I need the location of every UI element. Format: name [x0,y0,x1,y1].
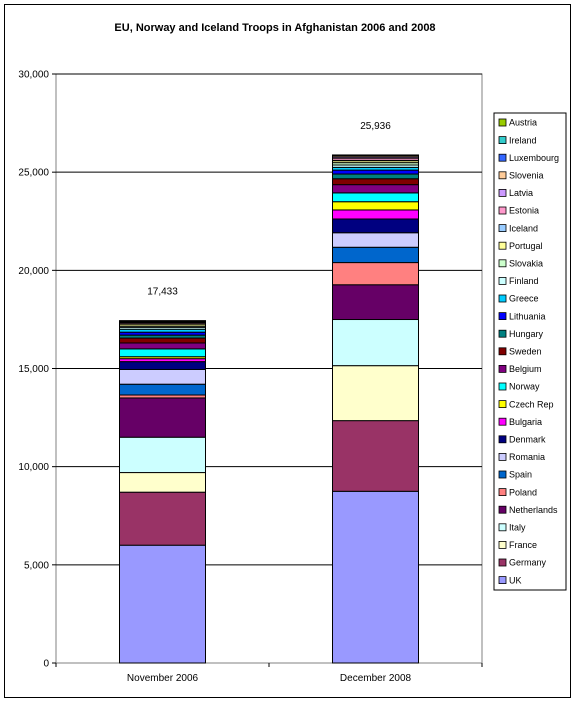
y-tick-label: 30,000 [18,70,49,81]
x-category-label: December 2008 [340,673,412,684]
bar-segment-uk [332,490,419,664]
legend-label: Latvia [509,188,533,198]
legend-label: France [509,540,537,550]
legend-label: Portugal [509,241,543,251]
legend-label: Spain [509,470,532,480]
legend-swatch [498,241,507,250]
legend-swatch [498,136,507,145]
bar-segment-bulgaria [332,209,419,220]
bar-total-label: 25,936 [360,121,391,132]
legend-label: Lithuania [509,311,546,321]
bar-segment-belgium [332,184,419,194]
legend-label: Norway [509,382,540,392]
y-tick-label: 10,000 [18,462,49,473]
bar-segment-italy [119,436,206,474]
bar-segment-hungary [332,173,419,180]
legend-swatch [498,470,507,479]
y-tick-label: 5,000 [24,560,49,571]
bar-segment-netherlands [332,284,419,321]
bar-segment-spain [332,246,419,264]
bar-segment-italy [332,319,419,367]
legend-swatch [498,329,507,338]
legend-swatch [498,312,507,321]
legend-swatch [498,558,507,567]
legend-label: Poland [509,487,537,497]
legend-swatch [498,206,507,215]
legend-swatch [498,523,507,532]
legend-swatch [498,382,507,391]
bar-segment-norway [332,192,419,203]
legend-swatch [498,188,507,197]
bars [119,154,419,664]
legend-label: Greece [509,294,539,304]
legend-swatch [498,347,507,356]
legend-label: Romania [509,452,545,462]
bar-segment-netherlands [119,397,206,438]
legend-label: Ireland [509,135,537,145]
bar-segment-czech-rep [332,201,419,211]
chart-title: EU, Norway and Iceland Troops in Afghani… [114,22,435,34]
legend-label: Finland [509,276,539,286]
bar-segment-belgium [119,342,206,350]
legend-swatch [498,224,507,233]
legend-swatch [498,505,507,514]
legend-swatch [498,171,507,180]
legend: Austria Ireland Luxembourg Slovenia Latvia Es… [498,118,559,585]
legend-label: Denmark [509,435,546,445]
y-tick-label: 15,000 [18,364,49,375]
legend-swatch [498,364,507,373]
legend-swatch [498,276,507,285]
legend-label: Bulgaria [509,417,542,427]
y-axis-ticks: 0 5,000 10,000 15,000 20,000 25,000 30,000 [18,70,483,670]
y-tick-label: 0 [43,659,49,670]
legend-swatch [498,294,507,303]
legend-label: Luxembourg [509,153,559,163]
bar-segment-poland [332,262,419,286]
legend-label: Germany [509,558,547,568]
bar-segment-germany [332,420,419,492]
legend-swatch [498,153,507,162]
y-tick-label: 20,000 [18,266,49,277]
legend-label: Czech Rep [509,399,554,409]
x-axis-categories: November 2006 December 2008 [127,673,412,684]
bar-segment-sweden [119,337,206,344]
y-tick-label: 25,000 [18,168,49,179]
bar-segment-france [332,365,419,422]
bar-segment-denmark [119,361,206,370]
legend-label: Netherlands [509,505,558,515]
bar-totals: 17,433 25,936 [147,121,391,298]
bar-segment-france [119,472,206,493]
bar-segment-spain [119,383,206,396]
legend-swatch [498,435,507,444]
legend-label: Italy [509,523,526,533]
legend-label: Estonia [509,206,539,216]
legend-label: Belgium [509,364,542,374]
legend-label: Slovenia [509,171,544,181]
bar-segment-romania [332,232,419,248]
bar-segment-sweden [332,178,419,186]
legend-swatch [498,488,507,497]
x-category-label: November 2006 [127,673,199,684]
legend-label: Austria [509,118,537,128]
legend-swatch [498,576,507,584]
legend-swatch [498,417,507,426]
legend-swatch [498,259,507,268]
legend-label: UK [509,575,522,585]
bar-segment-romania [119,368,206,385]
bar-segment-lithuania [332,169,419,175]
legend-swatch [498,118,507,127]
legend-label: Slovakia [509,259,543,269]
legend-swatch [498,541,507,549]
bar-segment-norway [119,348,206,358]
legend-label: Iceland [509,223,538,233]
bar-segment-uk [119,544,206,664]
bar-segment-denmark [332,218,419,234]
legend-swatch [498,400,507,409]
legend-label: Hungary [509,329,544,339]
legend-swatch [498,452,507,461]
bar-segment-germany [119,491,206,546]
bar-total-label: 17,433 [147,287,178,298]
legend-label: Sweden [509,347,542,357]
